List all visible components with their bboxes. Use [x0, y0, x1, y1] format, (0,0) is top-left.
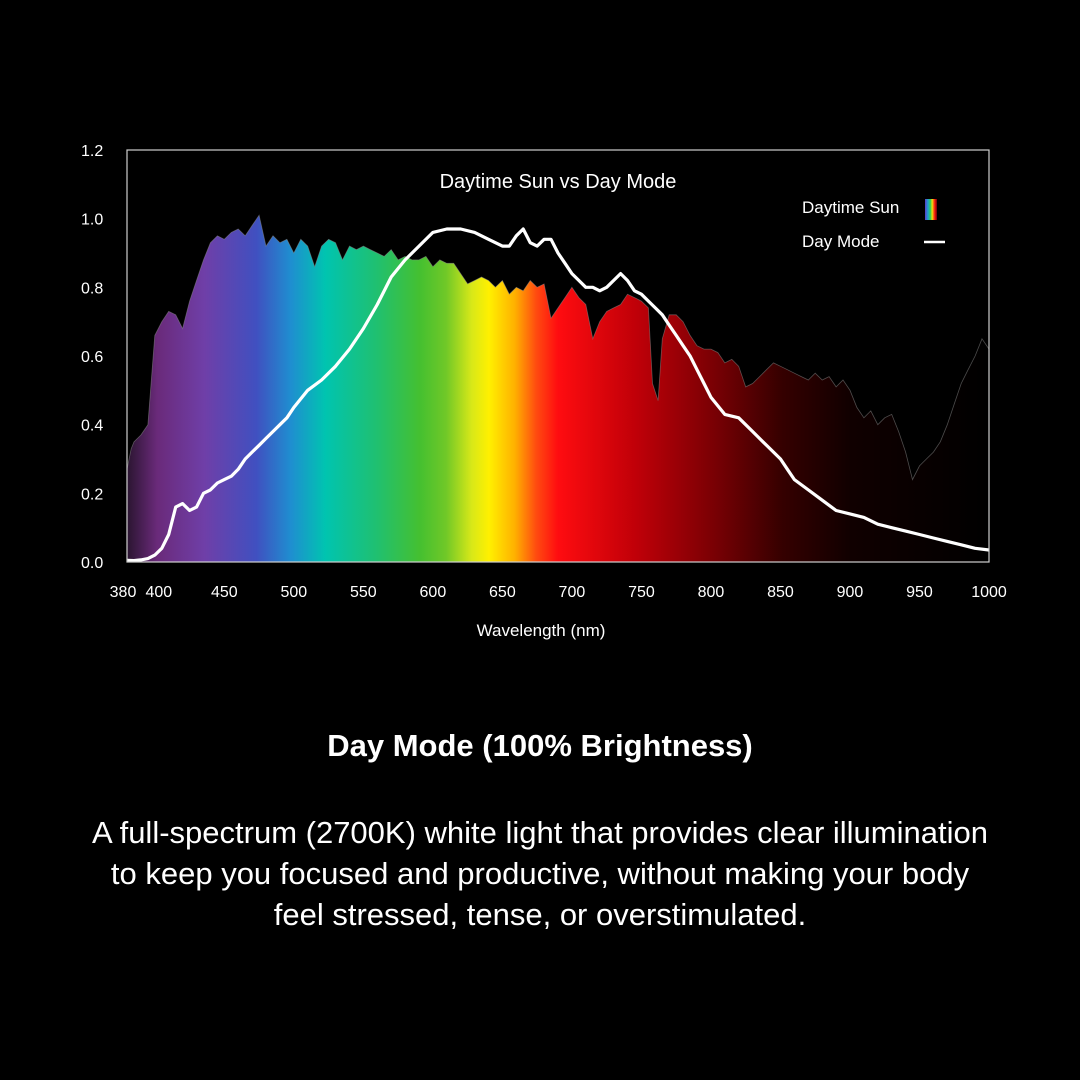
- x-tick-label: 750: [628, 584, 655, 601]
- plot-frame: [126, 149, 990, 563]
- caption-body: A full-spectrum (2700K) white light that…: [92, 815, 988, 932]
- y-tick-label: 0.8: [81, 280, 103, 297]
- x-tick-label: 700: [559, 584, 586, 601]
- y-tick-label: 1.2: [81, 143, 103, 160]
- y-tick-label: 0.4: [81, 418, 103, 435]
- day-mode-line: [126, 227, 990, 563]
- legend-swatch-daytime-sun: [925, 199, 937, 220]
- x-tick-label: 650: [489, 584, 516, 601]
- x-axis-label: Wavelength (nm): [477, 621, 606, 640]
- x-tick-label: 550: [350, 584, 377, 601]
- y-tick-label: 0.0: [81, 555, 103, 572]
- x-tick-label: 400: [145, 584, 172, 601]
- daytime-sun-outline: [126, 214, 990, 481]
- x-tick-label: 950: [906, 584, 933, 601]
- y-tick-label: 1.0: [81, 212, 103, 229]
- spectrum-chart: 0.0 0.2 0.4 0.6 0.8 1.0 1.2 380 400 450 500 550 600…: [81, 143, 1007, 640]
- legend-label-day-mode: Day Mode: [802, 232, 879, 251]
- x-tick-label: 800: [698, 584, 725, 601]
- x-tick-label: 380: [110, 584, 137, 601]
- x-tick-label: 450: [211, 584, 238, 601]
- x-axis: 380 400 450 500 550 600 650 700 750 800 850 900 950 1…: [110, 584, 1007, 601]
- y-tick-label: 0.2: [81, 486, 103, 503]
- daytime-sun-area: [127, 215, 989, 562]
- y-tick-label: 0.6: [81, 349, 103, 366]
- x-tick-label: 600: [420, 584, 447, 601]
- y-axis: 0.0 0.2 0.4 0.6 0.8 1.0 1.2: [81, 143, 103, 572]
- x-tick-label: 500: [280, 584, 307, 601]
- caption-title: Day Mode (100% Brightness): [327, 728, 753, 763]
- x-tick-label: 900: [837, 584, 864, 601]
- x-tick-label: 1000: [971, 584, 1007, 601]
- legend-label-daytime-sun: Daytime Sun: [802, 198, 899, 217]
- chart-title: Daytime Sun vs Day Mode: [440, 171, 677, 193]
- legend: Daytime Sun Day Mode: [802, 198, 945, 251]
- x-tick-label: 850: [767, 584, 794, 601]
